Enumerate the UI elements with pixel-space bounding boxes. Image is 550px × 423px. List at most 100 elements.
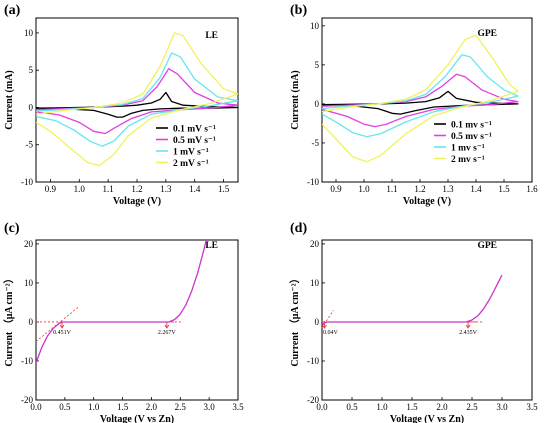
x-tick-label: 1.0 (74, 184, 86, 194)
x-tick-label: 1.0 (88, 402, 100, 412)
x-tick-label: 1.1 (103, 184, 114, 194)
y-tick-label: 20 (24, 239, 34, 249)
x-tick-label: 1.6 (526, 184, 538, 194)
y-tick-label: -5 (312, 138, 320, 148)
x-tick-label: 3.5 (232, 402, 244, 412)
x-tick-label: 3.0 (496, 402, 508, 412)
y-axis-label: Current (mA) (290, 70, 301, 130)
series-group (322, 34, 519, 163)
y-tick-label: 10 (24, 278, 34, 288)
x-tick-label: 0.9 (45, 184, 57, 194)
plot-frame (35, 239, 239, 401)
series-line-3 (36, 52, 238, 147)
series-line-1 (322, 274, 503, 327)
y-axis-label: Current （μA cm⁻²） (288, 273, 301, 366)
y-tick-label: 10 (310, 21, 320, 31)
x-tick-label: 3.0 (204, 402, 216, 412)
x-tick-label: 1.0 (376, 402, 388, 412)
x-tick-label: 0.5 (59, 402, 71, 412)
series-line-2 (36, 68, 238, 135)
panel-tag: GPE (477, 29, 497, 39)
x-tick-label: 0.5 (346, 402, 358, 412)
onset-label: 0.451V (53, 330, 72, 336)
x-axis-label: Voltage (V) (113, 196, 161, 207)
x-axis-label: Voltage (V) (403, 196, 451, 207)
tangent-dash (35, 306, 80, 342)
x-tick-label: 1.2 (414, 184, 425, 194)
y-tick-label: 0 (29, 317, 34, 327)
series-line-1 (322, 90, 519, 115)
x-tick-label: 1.3 (442, 184, 454, 194)
onset-arrowhead (59, 324, 65, 329)
y-tick-label: -20 (307, 395, 319, 405)
x-tick-label: 0.0 (316, 402, 328, 412)
y-tick-label: 0 (29, 102, 34, 112)
legend-label: 0.5 mv s⁻¹ (451, 132, 492, 142)
y-tick-label: 20 (310, 239, 320, 249)
panel-d: 0.0 0.5 1.0 1.5 2.0 2.5 3.0 3.5 -20 -10 0 10 20 Volta… (288, 221, 538, 423)
series-group (322, 274, 503, 327)
x-tick-label: 2.5 (466, 402, 478, 412)
x-tick-label: 1.5 (117, 402, 129, 412)
panel-letter: (a) (4, 3, 21, 18)
onset-label: 0.04V (323, 330, 339, 336)
panel-a: 0.9 1.0 1.1 1.2 1.3 1.4 1.5 -10 -5 0 5 10 Voltage (V… (4, 3, 239, 207)
x-tick-label: 1.2 (131, 184, 142, 194)
y-axis-label: Current (mA) (4, 70, 15, 130)
x-tick-label: 2.5 (175, 402, 187, 412)
tangent-dash (321, 310, 334, 329)
plot-frame (321, 239, 533, 401)
x-axis-label: Voltage (V vs Zn) (100, 414, 174, 423)
legend-label: 1 mv s⁻¹ (451, 144, 485, 154)
y-tick-label: 5 (315, 60, 320, 70)
onset-arrowhead (322, 324, 327, 329)
x-tick-label: 1.5 (498, 184, 510, 194)
x-tick-label: 0.9 (330, 184, 342, 194)
y-tick-label: -10 (307, 356, 319, 366)
x-tick-label: 2.0 (146, 402, 158, 412)
legend-label: 0.1 mv s⁻¹ (451, 121, 492, 131)
legend-label: 1 mV s⁻¹ (173, 148, 209, 158)
series-line-3 (322, 54, 519, 138)
x-tick-label: 2.0 (436, 402, 448, 412)
y-tick-label: -10 (21, 177, 33, 187)
panel-tag: GPE (477, 241, 497, 251)
panel-tag: LE (205, 31, 218, 41)
x-tick-label: 1.5 (406, 402, 418, 412)
series-line-4 (36, 32, 238, 167)
legend-label: 2 mV s⁻¹ (173, 159, 209, 169)
onset-arrowhead (164, 324, 170, 329)
series-line-2 (322, 73, 519, 128)
panel-b: 0.9 1.0 1.1 1.2 1.3 1.4 1.5 1.6 -10 -5 0 5 10 Voltage… (290, 3, 538, 207)
plot-frame (321, 17, 533, 183)
series-line-1 (36, 240, 207, 364)
x-axis-label: Voltage (V vs Zn) (390, 414, 464, 423)
panel-letter: (b) (290, 3, 307, 18)
x-tick-label: 1.5 (218, 184, 230, 194)
x-tick-label: 3.5 (526, 402, 538, 412)
legend-label: 0.1 mV s⁻¹ (173, 125, 216, 135)
y-tick-label: 10 (24, 28, 34, 38)
panel-letter: (c) (4, 221, 20, 236)
legend-label: 0.5 mV s⁻¹ (173, 136, 216, 146)
x-tick-label: 1.3 (160, 184, 172, 194)
x-tick-label: 0.0 (30, 402, 42, 412)
panel-tag: LE (205, 241, 218, 251)
y-axis-label: Current （μA cm⁻²） (2, 273, 15, 366)
y-tick-label: -20 (21, 395, 33, 405)
x-tick-label: 1.4 (189, 184, 201, 194)
x-tick-label: 1.4 (470, 184, 482, 194)
onset-label: 2.267V (158, 330, 177, 336)
x-tick-label: 1.1 (386, 184, 397, 194)
series-group (36, 32, 238, 167)
y-tick-label: 0 (315, 317, 320, 327)
x-tick-label: 1.0 (358, 184, 370, 194)
legend-label: 2 mv s⁻¹ (451, 155, 485, 165)
panel-letter: (d) (290, 221, 307, 236)
y-tick-label: 10 (310, 278, 320, 288)
y-tick-label: 5 (29, 65, 34, 75)
y-tick-label: -5 (26, 140, 34, 150)
series-group (36, 240, 207, 364)
y-tick-label: 0 (315, 99, 320, 109)
